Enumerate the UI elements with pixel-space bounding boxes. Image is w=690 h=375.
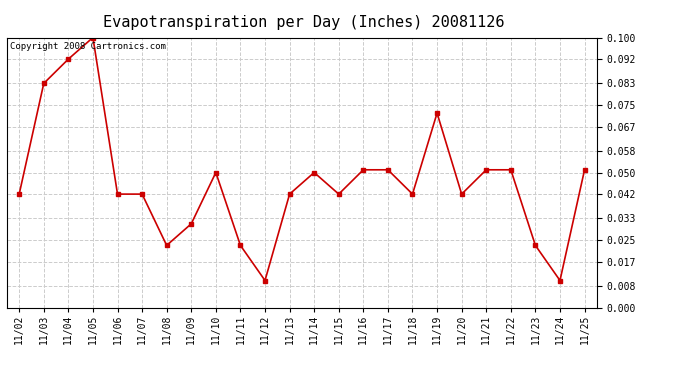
Text: Evapotranspiration per Day (Inches) 20081126: Evapotranspiration per Day (Inches) 2008…: [103, 15, 504, 30]
Text: Copyright 2008 Cartronics.com: Copyright 2008 Cartronics.com: [10, 42, 166, 51]
